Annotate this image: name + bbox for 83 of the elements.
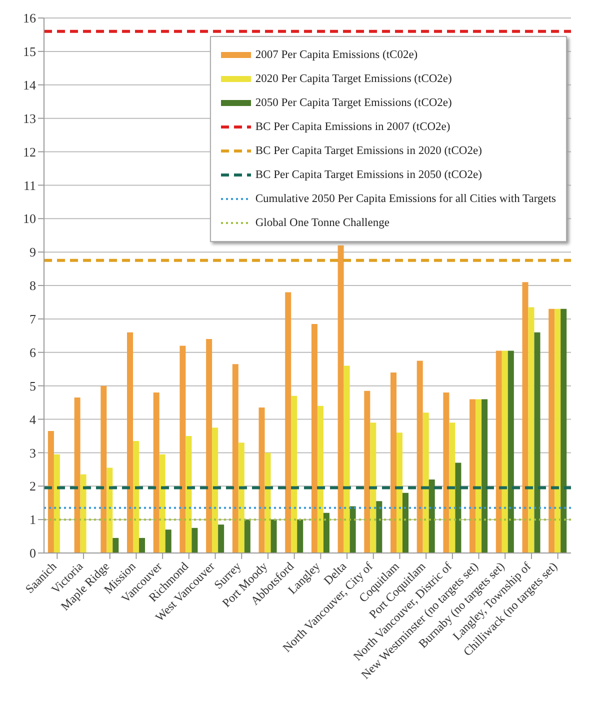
bar [344,366,350,553]
bar [153,392,160,553]
bar [112,538,119,553]
bar [165,530,172,553]
bar [323,512,330,553]
legend-label: BC Per Capita Target Emissions in 2050 (tCO2e) [255,169,482,181]
bar [560,308,567,553]
bar [80,474,86,553]
bar [482,399,488,553]
bar [470,399,476,553]
y-tick-label: 2 [30,478,36,494]
bar [476,399,482,553]
bar [396,432,403,553]
y-tick-label: 0 [30,546,36,561]
legend-label: 2020 Per Capita Target Emissions (tCO2e) [255,73,452,85]
bar [270,520,277,553]
bar [244,520,250,553]
bar [455,462,462,553]
bar [186,436,192,553]
bar [297,520,304,553]
bar [548,308,555,553]
y-tick-label: 8 [30,278,36,294]
y-tick-label: 5 [30,378,36,394]
bar [496,350,502,553]
bar [528,307,534,553]
bar [370,422,376,553]
bar [238,442,244,553]
y-tick-label: 1 [30,512,36,528]
bar [350,506,356,553]
legend-label: Cumulative 2050 Per Capita Emissions for all Cities with Targets [255,193,556,205]
bar [133,440,140,553]
bar [232,364,238,553]
bar [100,386,107,553]
y-tick-label: 6 [30,344,36,360]
legend-label: BC Per Capita Emissions in 2007 (tCO2e) [255,121,450,133]
bar [127,332,134,553]
bar [364,390,370,553]
bar [449,422,456,553]
bar [508,350,514,553]
bar [376,501,382,553]
bar [139,538,146,553]
bar [206,339,212,553]
bar [48,430,54,553]
bar [534,332,540,553]
bar [180,346,186,553]
bar [422,412,429,553]
bar [74,398,80,553]
bar [554,308,561,553]
y-tick-label: 9 [30,244,36,260]
y-tick-label: 7 [30,312,36,327]
bar [218,524,224,553]
bar [390,372,397,553]
legend-label: Global One Tonne Challenge [255,217,390,229]
bar [522,282,528,553]
bar [317,406,324,553]
bar [106,468,113,553]
bar [258,408,265,553]
bar [159,454,166,553]
legend-label: BC Per Capita Target Emissions in 2020 (tCO2e) [255,145,482,157]
legend-label: 2007 Per Capita Emissions (tC02e) [255,49,418,61]
y-tick-label: 10 [23,211,36,226]
y-tick-label: 13 [23,110,36,126]
bar [192,528,198,553]
y-tick-label: 11 [23,178,36,193]
bar [212,428,218,553]
bar [338,245,344,553]
y-tick-label: 15 [23,44,36,60]
y-tick-label: 3 [30,445,36,460]
bar [416,360,423,553]
bar [402,492,409,553]
bar [264,452,271,553]
bar [285,292,292,553]
bar [502,350,508,553]
y-tick-label: 14 [23,77,36,92]
y-tick-label: 12 [23,144,36,160]
bar [443,392,450,553]
bar [291,396,298,553]
bar [428,479,435,553]
y-tick-label: 4 [30,412,36,427]
bar [311,324,318,553]
bar [54,454,60,553]
y-tick-label: 16 [23,10,36,26]
legend-label: 2050 Per Capita Target Emissions (tCO2e) [255,97,452,109]
